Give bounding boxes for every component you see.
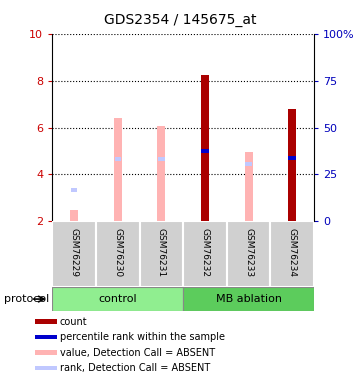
Text: GSM76229: GSM76229 (70, 228, 79, 277)
Bar (183, 287, 314, 311)
Bar (245, 162, 252, 166)
Bar (115, 157, 121, 161)
Text: value, Detection Call = ABSENT: value, Detection Call = ABSENT (60, 348, 215, 358)
Bar (288, 109, 296, 221)
Text: rank, Detection Call = ABSENT: rank, Detection Call = ABSENT (60, 363, 210, 373)
Text: GSM76234: GSM76234 (288, 228, 297, 277)
Bar (70, 210, 78, 221)
Bar (71, 188, 77, 192)
Bar (157, 126, 165, 221)
Text: percentile rank within the sample: percentile rank within the sample (60, 332, 225, 342)
Bar (270, 221, 314, 287)
Text: GSM76231: GSM76231 (157, 228, 166, 278)
Bar (201, 75, 209, 221)
Text: GDS2354 / 145675_at: GDS2354 / 145675_at (104, 13, 257, 27)
Bar (140, 221, 183, 287)
Text: GSM76232: GSM76232 (200, 228, 209, 277)
Text: GSM76230: GSM76230 (113, 228, 122, 278)
Bar (35, 320, 57, 324)
Bar (245, 152, 253, 221)
Bar (35, 366, 57, 370)
Bar (288, 156, 296, 160)
Text: protocol: protocol (4, 294, 49, 304)
Text: MB ablation: MB ablation (216, 294, 282, 304)
Text: GSM76233: GSM76233 (244, 228, 253, 278)
Bar (201, 149, 209, 153)
Bar (158, 157, 165, 161)
Bar (52, 221, 96, 287)
Text: count: count (60, 316, 87, 327)
Bar (96, 221, 140, 287)
Bar (183, 221, 227, 287)
Bar (35, 335, 57, 339)
Bar (35, 350, 57, 355)
Text: control: control (99, 294, 137, 304)
Bar (114, 118, 122, 221)
Bar (52, 287, 183, 311)
Bar (227, 221, 270, 287)
